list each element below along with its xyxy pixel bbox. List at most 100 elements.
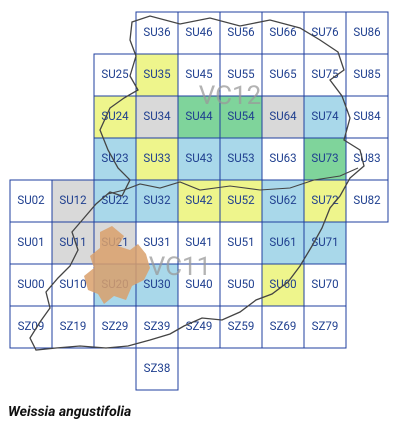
grid-cell [303,95,347,139]
cell-label: SU32 [143,193,171,207]
grid-cell [135,53,179,97]
cell-label: SU43 [185,151,212,165]
cell-label: SZ49 [186,319,213,333]
vice-county-label: VC12 [199,81,262,111]
grid-cell [51,221,95,265]
vc-boundary [107,167,359,195]
cell-label: SU62 [269,193,297,207]
grid-cell [345,53,389,97]
cell-label: SU56 [227,25,254,39]
cell-label: SU02 [17,193,45,207]
grid-cell [93,53,137,97]
grid-cell [303,263,347,307]
cell-label: SU84 [353,109,381,123]
cell-label: SU55 [227,67,255,81]
cell-label: SU44 [185,109,213,123]
cell-label: SU10 [59,277,86,291]
cell-label: SU61 [269,235,296,249]
cell-label: SU31 [143,235,170,249]
cell-label: SU01 [17,235,44,249]
cell-label: SU83 [353,151,380,165]
cell-label: SU73 [311,151,338,165]
grid-cell [345,11,389,55]
cell-label: SU72 [311,193,339,207]
cell-label: SU66 [269,25,296,39]
cell-label: SU34 [143,109,171,123]
cell-label: SZ29 [102,319,129,333]
cell-label: SZ39 [144,319,171,333]
grid-cell [219,305,263,349]
cell-label: SU82 [353,193,381,207]
cell-label: SU64 [269,109,297,123]
grid-cell [135,347,179,391]
cell-label: SU71 [311,235,338,249]
cell-label: SU74 [311,109,339,123]
grid-cell [261,179,305,223]
grid-cell [219,221,263,265]
grid-cell [135,137,179,181]
cell-label: SZ79 [312,319,339,333]
cell-label: SU00 [17,277,44,291]
cell-label: SU36 [143,25,170,39]
grid-cell [51,305,95,349]
grid-cell [345,179,389,223]
cell-label: SU85 [353,67,381,81]
cell-label: SU65 [269,67,297,81]
cell-label: SU12 [59,193,87,207]
cell-label: SU70 [311,277,338,291]
cell-label: SU40 [185,277,212,291]
grid-cell [135,95,179,139]
cell-label: SU63 [269,151,296,165]
cell-label: SZ69 [270,319,297,333]
cell-label: SU41 [185,235,212,249]
cell-label: SU24 [101,109,129,123]
grid-cell [177,263,221,307]
new-forest-area [84,226,150,304]
cell-label: SU23 [101,151,128,165]
cell-label: SU52 [227,193,255,207]
vice-county-label: VC11 [149,252,212,282]
cell-label: SU60 [269,277,296,291]
grid-cell [93,305,137,349]
grid-cell [9,263,53,307]
cell-label: SU30 [143,277,170,291]
cell-label: SU46 [185,25,212,39]
grid-cell [177,53,221,97]
grid-cell [345,95,389,139]
grid-cell [261,305,305,349]
grid: SU36 SU46 SU56 SU66 SU76 SU86 SU25 SU35 SU45 SU55… [9,11,389,391]
grid-cell [303,137,347,181]
grid-cell [261,53,305,97]
grid-cell [261,221,305,265]
grid-cell [303,179,347,223]
cell-label: SU75 [311,67,339,81]
cell-label: SU50 [227,277,254,291]
cell-label: SU25 [101,67,129,81]
cell-label: SZ38 [144,361,171,375]
species-caption: Weissia angustifolia [8,404,131,420]
cell-label: SU42 [185,193,213,207]
cell-label: SU76 [311,25,338,39]
cell-label: SZ59 [228,319,255,333]
cell-label: SZ09 [18,319,45,333]
cell-label: SU45 [185,67,213,81]
cell-label: SU35 [143,67,171,81]
grid-cell [9,305,53,349]
grid-cell [303,53,347,97]
cell-label: SU11 [59,235,86,249]
cell-label: SZ19 [60,319,87,333]
cell-label: SU51 [227,235,254,249]
cell-label: SU33 [143,151,170,165]
grid-cell [219,263,263,307]
grid-cell [303,305,347,349]
cell-label: SU86 [353,25,380,39]
grid-cell [219,137,263,181]
grid-cell [177,305,221,349]
cell-label: SU54 [227,109,255,123]
county-boundary [29,15,365,351]
grid-cell [9,179,53,223]
grid-cell [261,95,305,139]
cell-label: SU53 [227,151,254,165]
